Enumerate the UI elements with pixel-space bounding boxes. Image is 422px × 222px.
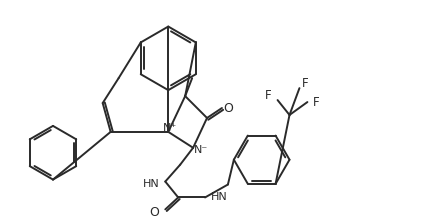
Text: HN: HN (143, 178, 160, 188)
Text: F: F (265, 89, 272, 102)
Text: F: F (301, 77, 308, 90)
Text: O: O (223, 101, 233, 115)
Text: N⁻: N⁻ (194, 145, 208, 155)
Text: O: O (149, 206, 160, 219)
Text: N⁺: N⁺ (163, 123, 177, 133)
Text: HN: HN (211, 192, 228, 202)
Text: F: F (314, 95, 320, 109)
